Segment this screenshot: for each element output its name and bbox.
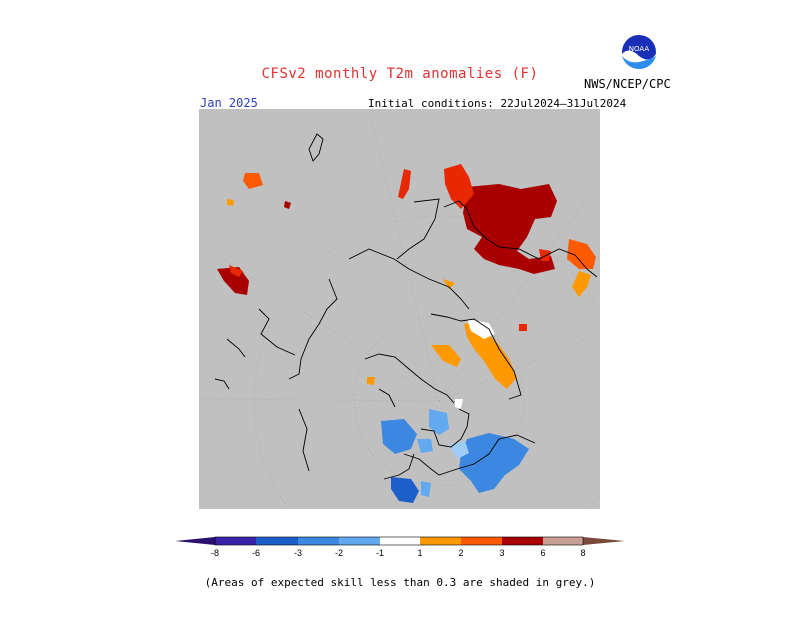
colorbar-bin-pos1 — [420, 537, 461, 545]
colorbar-bin-pos2 — [461, 537, 502, 545]
anomaly-sahel-white — [467, 319, 495, 339]
colorbar-label: 2 — [458, 548, 463, 558]
colorbar-label: -6 — [252, 548, 260, 558]
anomaly-west-coast-red — [229, 265, 243, 277]
colorbar-bin-neg3 — [298, 537, 339, 545]
initial-conditions: Initial conditions: 22Jul2024–31Jul2024 — [368, 97, 627, 110]
anomaly-scandinavia-blue — [429, 409, 449, 435]
coastlines — [214, 133, 598, 480]
noaa-logo: NOAA — [620, 33, 658, 71]
anomaly-arabia-red — [519, 324, 527, 331]
polar-anomaly-map — [199, 109, 600, 509]
anomaly-north-africa-orange — [464, 321, 517, 389]
anomaly-east-asia-dark-red — [463, 184, 557, 274]
skill-footnote: (Areas of expected skill less than 0.3 a… — [204, 576, 596, 589]
colorbar-label: -8 — [211, 548, 219, 558]
colorbar-label: 1 — [417, 548, 422, 558]
anomaly-sea-red — [539, 249, 551, 261]
colorbar-arrow-high — [583, 537, 625, 545]
colorbar-label: -1 — [376, 548, 384, 558]
anomaly-russia-blue — [459, 433, 529, 493]
chart-title: CFSv2 monthly T2m anomalies (F) — [261, 66, 539, 82]
anomaly-alaska-dark-red — [284, 201, 291, 209]
colorbar-bin-pos6 — [543, 537, 583, 545]
graticule — [199, 109, 600, 509]
colorbar-bin-neutral — [380, 537, 420, 545]
anomaly-gulf-white — [455, 399, 463, 409]
colorbar-bin-neg8 — [215, 537, 256, 545]
colorbar-bin-neg6 — [256, 537, 298, 545]
anomaly-japan-red — [567, 239, 596, 269]
anomaly-baltic-light-blue — [449, 441, 469, 459]
colorbar-arrow-low — [175, 537, 215, 545]
anomaly-iberia-blue — [391, 477, 419, 503]
anomaly-alaska-red — [243, 173, 263, 189]
anomaly-uk-blue — [417, 439, 433, 453]
anomaly-mongolia-red — [398, 169, 411, 199]
colorbar-label: 3 — [499, 548, 504, 558]
colorbar: -8 -6 -3 -2 -1 1 2 3 6 8 — [175, 536, 625, 558]
logo-text: NOAA — [629, 45, 650, 53]
anomaly-hawaii-orange — [227, 199, 234, 206]
anomaly-europe-blue — [381, 419, 417, 454]
colorbar-label: 6 — [540, 548, 545, 558]
colorbar-label: -2 — [335, 548, 343, 558]
anomaly-central-asia-orange — [443, 279, 455, 289]
colorbar-bin-neg2 — [339, 537, 380, 545]
anomaly-mediterranean-orange — [367, 377, 375, 385]
anomaly-sahara-orange — [431, 345, 461, 367]
anomaly-north-sea-blue — [421, 481, 431, 497]
valid-month: Jan 2025 — [200, 96, 258, 110]
colorbar-label: -3 — [294, 548, 302, 558]
anomaly-japan-orange — [572, 271, 591, 297]
anomaly-regions — [217, 164, 596, 503]
colorbar-label: 8 — [580, 548, 585, 558]
agency-label: NWS/NCEP/CPC — [584, 77, 671, 91]
colorbar-bin-pos3 — [502, 537, 543, 545]
anomaly-east-asia-red — [444, 164, 474, 209]
